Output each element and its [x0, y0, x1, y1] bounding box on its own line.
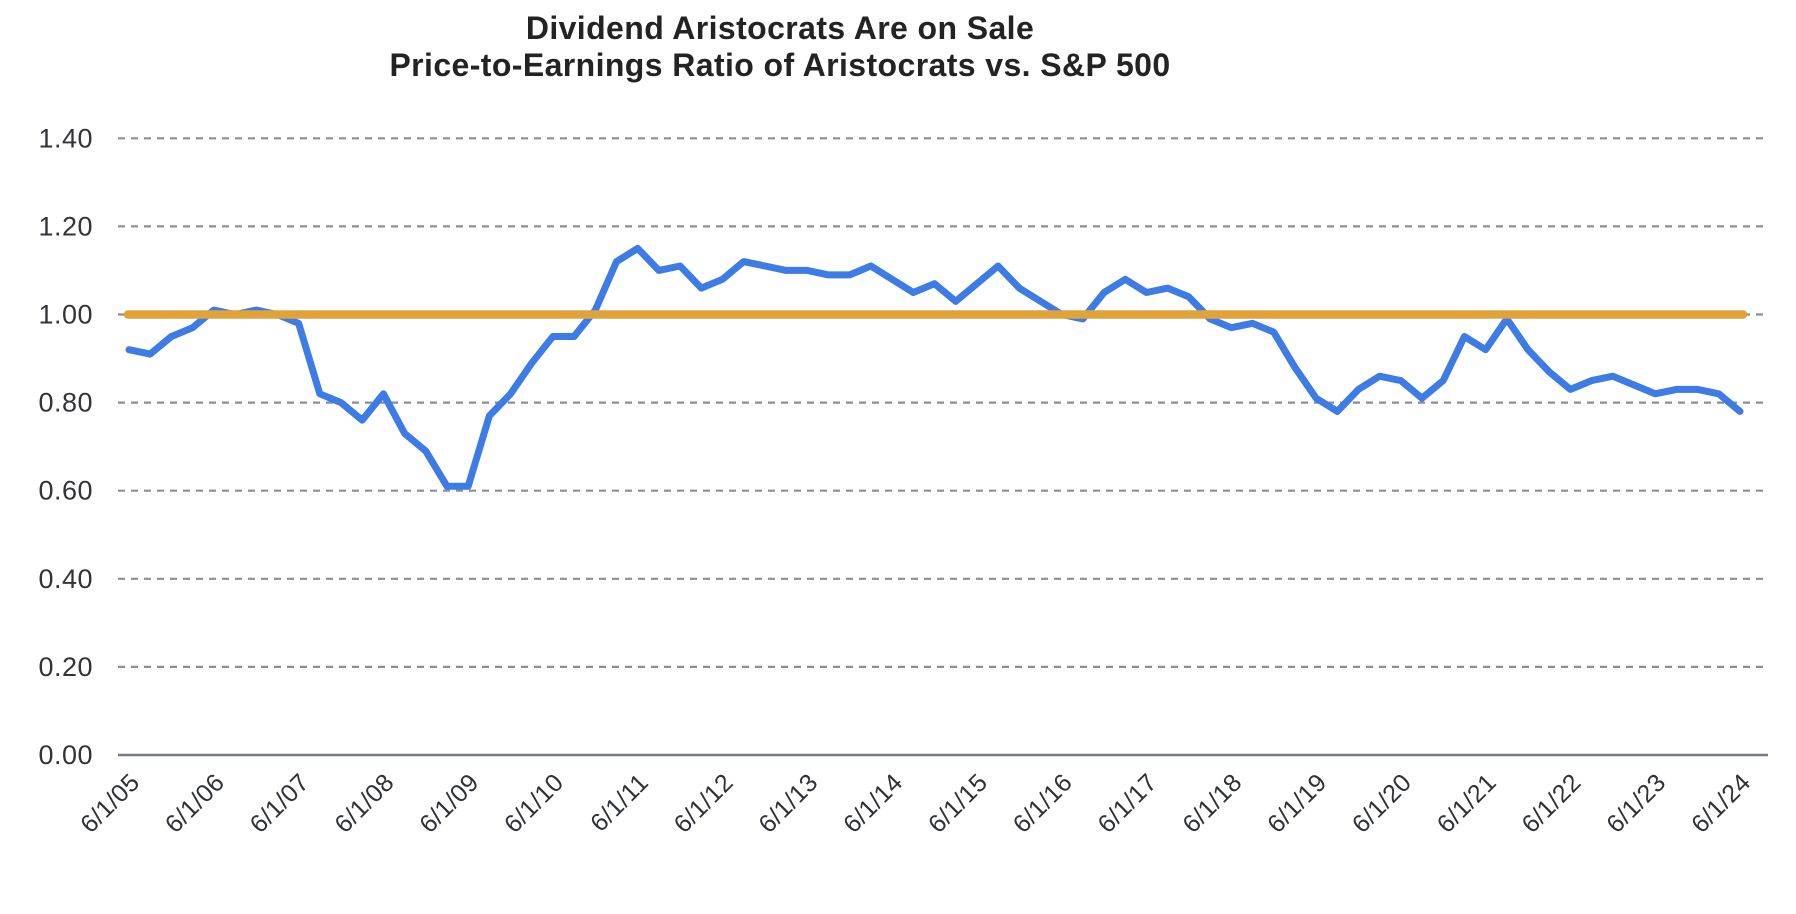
y-tick-label: 0.60: [38, 476, 93, 506]
x-tick-label: 6/1/19: [1262, 768, 1332, 838]
chart-subtitle: Price-to-Earnings Ratio of Aristocrats v…: [389, 47, 1171, 83]
y-tick-label: 0.20: [38, 652, 93, 682]
x-tick-label: 6/1/20: [1347, 768, 1417, 838]
x-tick-label: 6/1/09: [414, 768, 484, 838]
y-tick-label: 0.40: [38, 564, 93, 594]
y-tick-label: 1.40: [38, 123, 93, 153]
x-tick-label: 6/1/24: [1686, 768, 1756, 838]
x-tick-label: 6/1/21: [1432, 768, 1502, 838]
x-tick-label: 6/1/08: [329, 768, 399, 838]
x-tick-label: 6/1/07: [245, 768, 315, 838]
x-tick-label: 6/1/12: [669, 768, 739, 838]
aristocrats-pe-ratio-line: [125, 244, 1744, 490]
y-tick-label: 1.20: [38, 211, 93, 241]
x-tick-label: 6/1/15: [923, 768, 993, 838]
x-tick-label: 6/1/23: [1601, 768, 1671, 838]
x-tick-label: 6/1/16: [1008, 768, 1078, 838]
y-tick-label: 1.00: [38, 300, 93, 330]
x-tick-label: 6/1/17: [1092, 768, 1162, 838]
x-tick-label: 6/1/06: [160, 768, 230, 838]
chart-title: Dividend Aristocrats Are on Sale: [525, 10, 1035, 46]
chart-title-block: Dividend Aristocrats Are on Sale Price-t…: [0, 10, 1560, 84]
y-tick-label: 0.80: [38, 388, 93, 418]
x-tick-label: 6/1/11: [585, 768, 654, 837]
x-tick-label: 6/1/05: [75, 768, 145, 838]
x-tick-label: 6/1/10: [499, 768, 569, 838]
x-tick-label: 6/1/13: [753, 768, 823, 838]
x-tick-label: 6/1/14: [838, 768, 908, 838]
x-tick-label: 6/1/22: [1516, 768, 1586, 838]
x-tick-label: 6/1/18: [1177, 768, 1247, 838]
y-tick-label: 0.00: [38, 740, 93, 770]
